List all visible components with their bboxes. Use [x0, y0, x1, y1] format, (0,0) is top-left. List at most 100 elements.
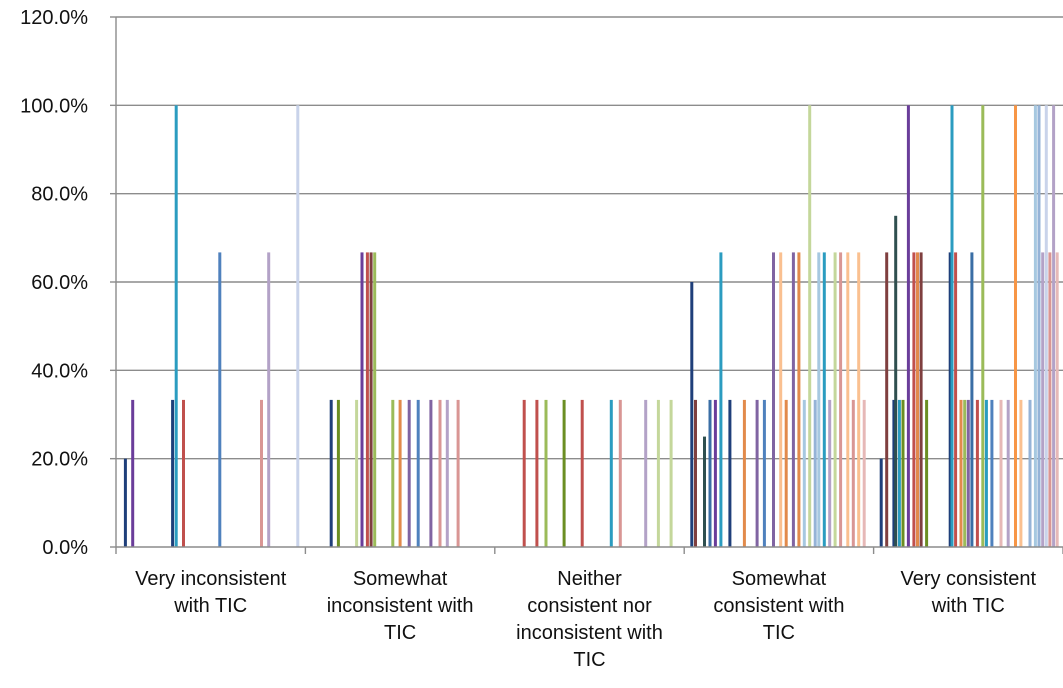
- bar: [999, 399, 1003, 547]
- bar: [862, 399, 866, 547]
- bar: [791, 252, 795, 547]
- bar: [857, 252, 861, 547]
- bar: [171, 399, 175, 547]
- y-tick-label: 120.0%: [20, 7, 88, 29]
- x-category-label: Very consistent with TIC: [900, 568, 1036, 617]
- bar: [131, 399, 135, 547]
- bar: [916, 252, 919, 547]
- bar: [981, 105, 985, 548]
- x-category-label-line: consistent with: [713, 595, 844, 617]
- bar: [1033, 105, 1037, 548]
- bar: [407, 399, 411, 547]
- bar: [123, 458, 127, 547]
- bar: [772, 252, 775, 547]
- x-category-label-line: Very inconsistent: [135, 568, 287, 590]
- bar: [894, 215, 898, 548]
- bar: [618, 399, 622, 547]
- bar: [373, 252, 377, 547]
- bar: [950, 105, 954, 548]
- y-tick-label: 40.0%: [31, 360, 88, 382]
- bar: [925, 399, 929, 547]
- bar: [456, 399, 460, 547]
- x-category-label: Somewhat inconsistent with TIC: [327, 568, 474, 644]
- bar: [851, 399, 855, 547]
- x-category-label: Neither consistent nor inconsistent with TI…: [516, 568, 663, 671]
- bar: [919, 252, 923, 547]
- gridlines: [116, 16, 1063, 460]
- bar: [360, 252, 364, 547]
- bar: [779, 252, 783, 547]
- bar: [218, 252, 222, 547]
- bar: [562, 399, 566, 547]
- bar: [260, 399, 263, 547]
- bar: [817, 252, 821, 547]
- y-tick-label: 60.0%: [31, 272, 88, 294]
- x-category-label-line: TIC: [763, 622, 795, 644]
- bar: [174, 105, 178, 548]
- bar: [438, 399, 442, 547]
- bar: [669, 399, 673, 547]
- bar-series: [123, 105, 1059, 548]
- x-category-label-line: TIC: [384, 622, 416, 644]
- bar: [808, 105, 812, 548]
- bar: [369, 252, 373, 547]
- bar: [656, 399, 660, 547]
- bar: [1037, 105, 1041, 548]
- bar: [182, 399, 185, 547]
- bar: [963, 399, 967, 547]
- bar: [544, 399, 548, 547]
- bar: [879, 458, 883, 547]
- bar: [694, 399, 697, 547]
- bar: [1019, 399, 1023, 547]
- bar: [948, 252, 952, 547]
- x-category-label-line: Neither: [557, 568, 622, 590]
- x-category-label-line: Somewhat: [353, 568, 448, 590]
- y-tick-label: 0.0%: [42, 537, 88, 559]
- bar: [703, 436, 706, 547]
- x-category-label: Somewhat consistent with TIC: [713, 568, 844, 644]
- bar: [429, 399, 433, 547]
- x-category-label-line: inconsistent with: [516, 622, 663, 644]
- bar: [839, 252, 843, 547]
- y-tick-label: 20.0%: [31, 449, 88, 471]
- bar: [690, 282, 694, 547]
- bar: [912, 252, 916, 547]
- bar: [901, 399, 905, 547]
- y-tick-label: 80.0%: [31, 184, 88, 206]
- bar: [355, 399, 359, 547]
- bar: [365, 252, 369, 547]
- bar: [885, 252, 889, 547]
- bar: [828, 399, 832, 547]
- bar: [1028, 399, 1032, 547]
- bar: [609, 399, 613, 547]
- bar: [445, 399, 449, 547]
- bar: [846, 252, 850, 547]
- bar: [336, 399, 340, 547]
- bar: [1055, 252, 1059, 547]
- x-category-label-line: inconsistent with: [327, 595, 474, 617]
- bar: [267, 252, 271, 547]
- bar: [713, 399, 717, 547]
- bar: [990, 399, 994, 547]
- bar: [959, 399, 963, 547]
- bar: [398, 399, 402, 547]
- bar: [802, 399, 806, 547]
- bar: [728, 399, 732, 547]
- bar: [1014, 105, 1017, 548]
- bar: [535, 399, 539, 547]
- bar: [906, 105, 910, 548]
- bar: [975, 399, 979, 547]
- bar: [416, 399, 420, 547]
- bar: [797, 252, 801, 547]
- y-axis-tick-labels: 0.0% 20.0% 40.0% 60.0% 80.0% 100.0% 120.0%: [20, 7, 88, 559]
- bar: [892, 399, 896, 547]
- bar: [755, 399, 759, 547]
- bar: [970, 252, 974, 547]
- bar: [644, 399, 648, 547]
- x-category-label-line: TIC: [573, 649, 605, 671]
- bar: [822, 252, 826, 547]
- bar: [762, 399, 766, 547]
- bar: [1006, 399, 1010, 547]
- bar: [1052, 105, 1056, 548]
